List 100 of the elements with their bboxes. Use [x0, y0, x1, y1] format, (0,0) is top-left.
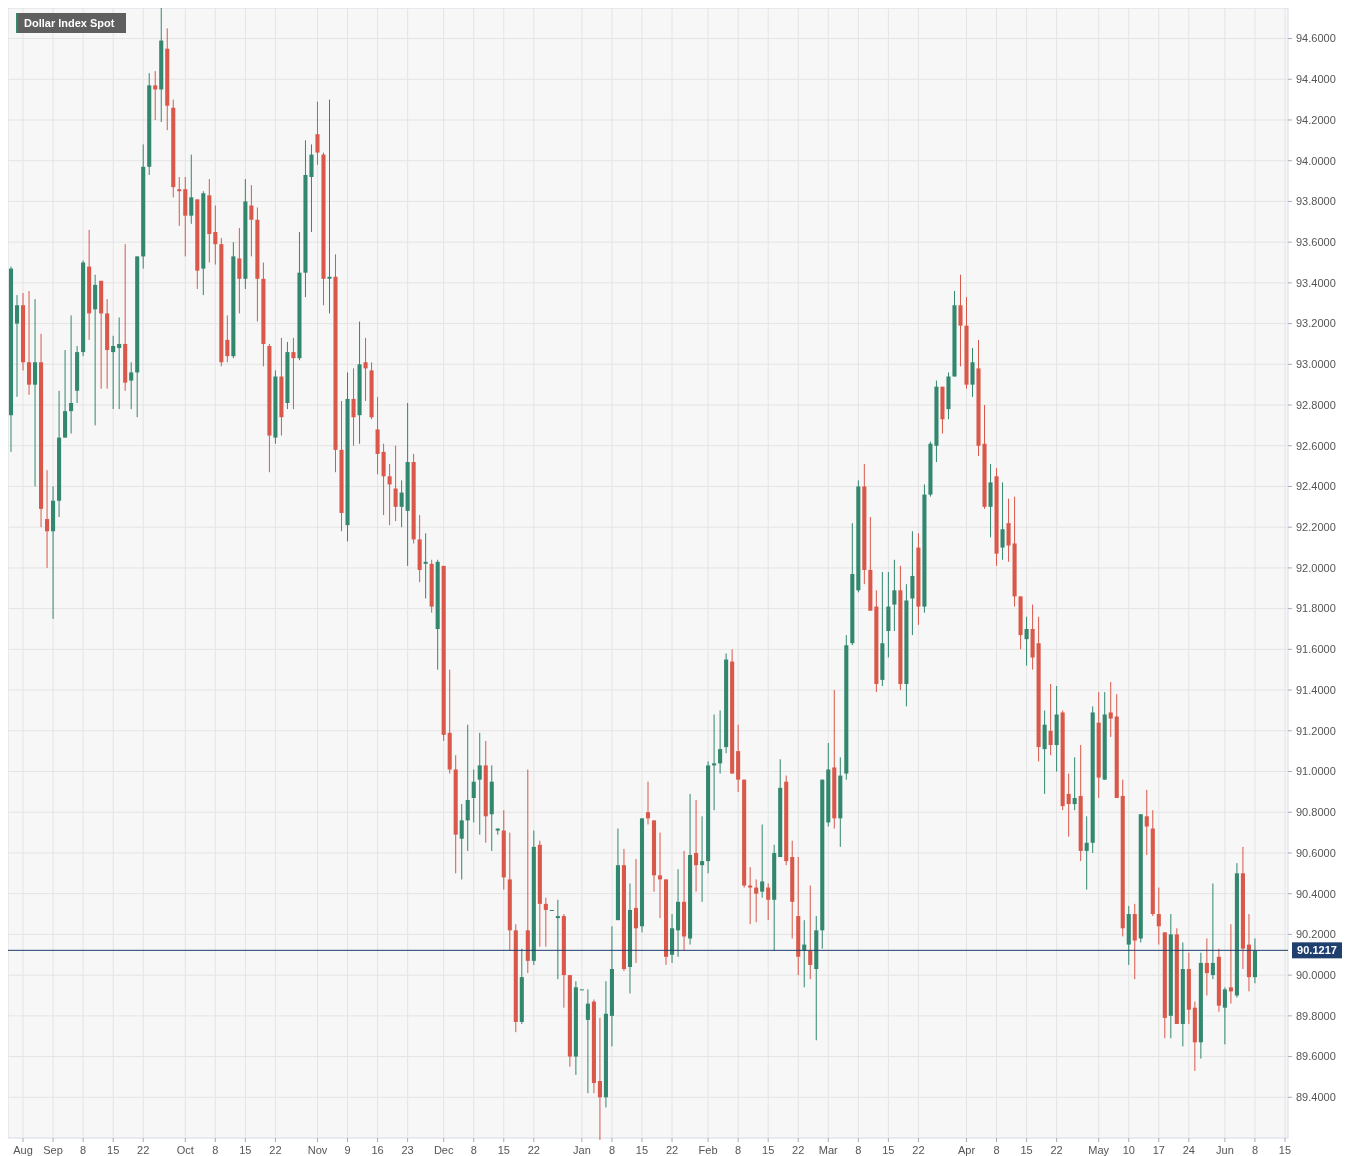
candlestick [459, 803, 464, 880]
x-tick-label: 8 [470, 1144, 477, 1156]
y-tick-label: 92.6000 [1296, 439, 1336, 452]
y-tick-label: 93.8000 [1296, 195, 1336, 208]
x-tick-label: 22 [527, 1144, 540, 1156]
candlestick [958, 274, 963, 367]
candlestick [1210, 883, 1215, 980]
candlestick [153, 70, 158, 121]
candlestick [393, 445, 398, 522]
candlestick [111, 335, 116, 410]
y-tick-label: 91.8000 [1296, 602, 1336, 615]
candlestick [1144, 789, 1149, 856]
candlestick [465, 724, 470, 852]
x-tick-label: Jun [1216, 1144, 1234, 1156]
y-tick-label: 91.6000 [1296, 643, 1336, 656]
candlestick [117, 316, 122, 410]
x-tick-label: May [1088, 1144, 1110, 1156]
y-tick-label: 90.4000 [1296, 887, 1336, 900]
candlestick [69, 314, 74, 435]
candlestick [1156, 887, 1161, 946]
x-tick-label: 17 [1152, 1144, 1165, 1156]
y-tick-label: 91.4000 [1296, 683, 1336, 696]
candlestick [1000, 481, 1005, 561]
x-tick-label: 9 [344, 1144, 351, 1156]
candlestick [399, 479, 404, 528]
candlestick [718, 709, 723, 775]
text: Dollar Index Spot [24, 16, 115, 29]
candlestick [585, 988, 590, 1094]
x-tick-label: 22 [665, 1144, 679, 1156]
candlestick [543, 897, 548, 948]
x-tick-label: 15 [635, 1144, 649, 1156]
candlestick [249, 184, 254, 257]
y-tick-label: 90.8000 [1296, 806, 1336, 819]
x-tick-label: 24 [1182, 1144, 1195, 1156]
y-tick-label: 92.4000 [1296, 480, 1336, 493]
x-tick-label: 10 [1122, 1144, 1135, 1156]
x-tick-label: 22 [269, 1144, 282, 1156]
x-tick-label: 15 [497, 1144, 510, 1156]
candlestick [694, 799, 699, 893]
candlestick [892, 559, 897, 632]
candlestick [597, 1017, 602, 1141]
x-tick-label: 8 [212, 1144, 219, 1156]
candlestick [748, 866, 753, 925]
x-tick-label: 8 [855, 1144, 862, 1156]
x-tick-label: Aug [13, 1144, 33, 1156]
x-tick-label: 16 [371, 1144, 384, 1156]
candlestick [760, 823, 765, 899]
y-tick-label: 90.2000 [1296, 928, 1336, 941]
y-tick-label: 94.4000 [1296, 73, 1336, 86]
x-tick-label: 15 [1020, 1144, 1033, 1156]
candlestick [33, 298, 38, 487]
candlestick [129, 361, 134, 410]
candlestick [423, 532, 428, 599]
y-tick-label: 94.2000 [1296, 113, 1336, 126]
x-tick-label: 8 [80, 1144, 87, 1156]
x-tick-label: Feb [698, 1144, 718, 1156]
y-tick-label: 89.4000 [1296, 1091, 1336, 1104]
y-tick-label: 94.6000 [1296, 32, 1336, 45]
x-tick-label: 22 [792, 1144, 805, 1156]
x-tick-label: 23 [401, 1144, 414, 1156]
candlestick [1204, 937, 1209, 996]
candlestick [1048, 683, 1053, 756]
ref-line-label: 90.1217 [1297, 944, 1337, 957]
candlestick [1084, 815, 1089, 891]
x-tick-label: Nov [307, 1144, 328, 1156]
candlestick [1108, 681, 1113, 738]
candlestick [225, 314, 230, 363]
y-tick-label: 92.8000 [1296, 398, 1336, 411]
candlestick [14, 294, 20, 398]
x-tick-label: Oct [176, 1144, 194, 1156]
x-tick-label: 15 [107, 1144, 120, 1156]
y-tick-label: 90.6000 [1296, 846, 1336, 859]
x-tick-label: 8 [1251, 1144, 1259, 1156]
candlestick [1222, 986, 1227, 1045]
candlestick [910, 530, 915, 636]
y-tick-label: 89.8000 [1296, 1009, 1336, 1022]
candlestick [712, 714, 717, 811]
y-tick-label: 92.0000 [1296, 561, 1336, 574]
candlestick [1006, 498, 1011, 563]
candlestick [808, 885, 813, 980]
candlestick [645, 781, 651, 825]
candlestick [363, 337, 368, 402]
candlestick [1072, 756, 1077, 811]
candlestick [45, 469, 50, 569]
candlestick [1024, 616, 1029, 667]
y-tick-label: 90.0000 [1296, 968, 1336, 981]
candlestick [237, 227, 242, 314]
candlestick [1228, 923, 1233, 1005]
candlestick [555, 899, 560, 980]
y-tick-label: 92.2000 [1296, 521, 1336, 534]
candlestick [754, 878, 759, 923]
x-tick-label: 22 [137, 1144, 150, 1156]
x-tick-label: Mar [818, 1144, 839, 1156]
candlestick [766, 883, 771, 921]
candlestick [177, 176, 182, 227]
candlestick [633, 858, 639, 964]
candlestick [189, 154, 194, 225]
x-tick-label: 8 [735, 1144, 742, 1156]
candlestick [657, 832, 663, 919]
x-tick-label: Dec [433, 1144, 454, 1156]
